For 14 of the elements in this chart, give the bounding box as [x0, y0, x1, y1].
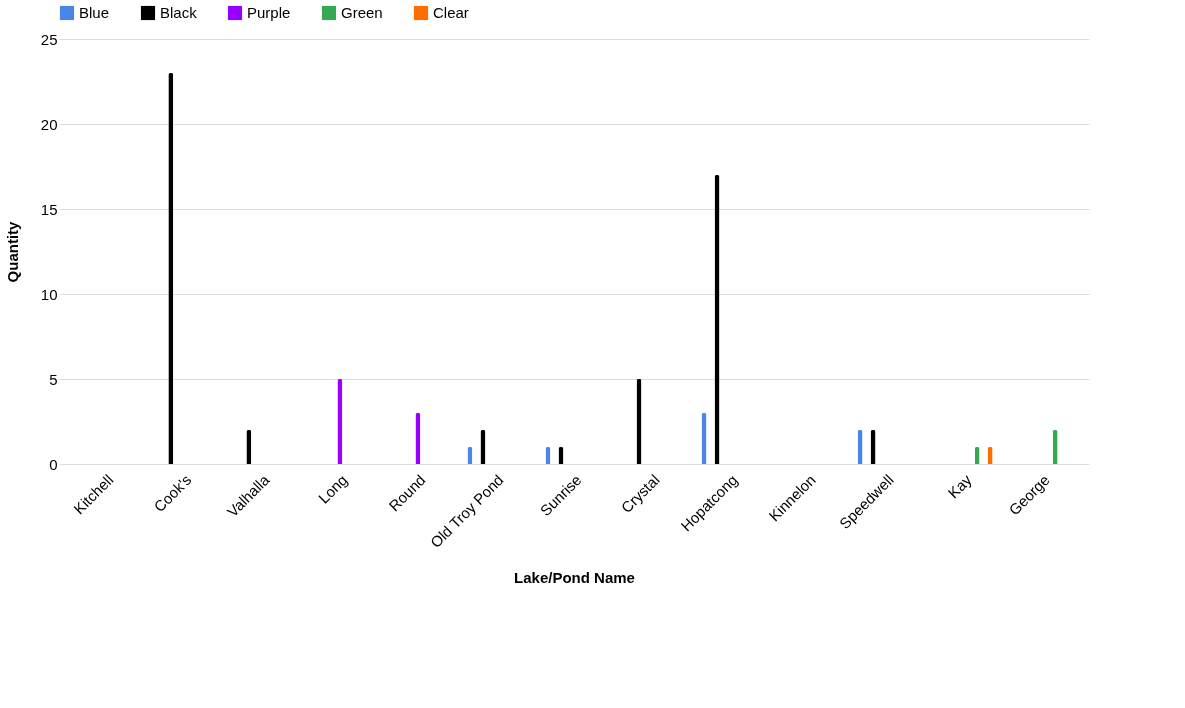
y-tick-label: 0 [49, 455, 58, 473]
y-tick-label: 20 [40, 115, 58, 133]
legend-label: Black [160, 4, 198, 21]
legend-label: Purple [247, 4, 291, 21]
y-tick-label: 25 [40, 30, 58, 48]
x-axis-title: Lake/Pond Name [514, 569, 635, 587]
x-tick-label: Kay [944, 470, 976, 502]
legend-label: Clear [433, 4, 469, 21]
y-axis-title: Quantity [3, 220, 21, 283]
y-tick-label: 10 [40, 285, 58, 303]
legend-label: Blue [79, 4, 110, 21]
y-tick-label: 5 [49, 370, 58, 388]
legend-label: Green [341, 4, 383, 21]
y-tick-label: 15 [40, 200, 58, 218]
